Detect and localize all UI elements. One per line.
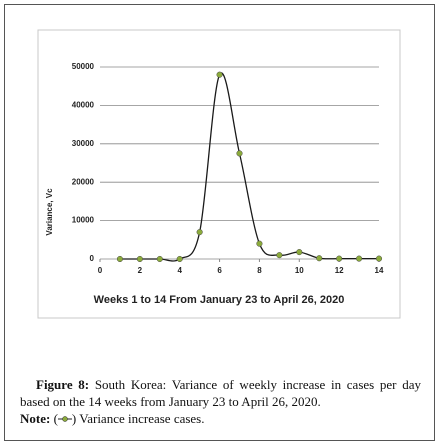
note-open: (: [50, 411, 58, 426]
point: [236, 150, 243, 157]
x-tick-label: 6: [217, 266, 222, 275]
x-tick-label: 14: [375, 266, 384, 275]
y-axis-label: Variance, Vc: [45, 188, 54, 236]
x-tick-label: 2: [138, 266, 143, 275]
y-tick-label: 30000: [72, 139, 95, 148]
caption-text: Figure 8: South Korea: Variance of weekl…: [20, 376, 421, 410]
point: [316, 255, 323, 262]
x-tick-label: 4: [177, 266, 182, 275]
caption: Figure 8: South Korea: Variance of weekl…: [20, 376, 421, 427]
x-tick-label: 0: [98, 266, 103, 275]
point: [375, 255, 383, 262]
line: [119, 72, 379, 262]
figure-frame: [4, 4, 435, 441]
point: [336, 255, 343, 262]
y-tick-label: 10000: [72, 216, 95, 225]
y-tick-label: 0: [90, 254, 95, 263]
caption-label: Figure 8:: [36, 377, 90, 392]
note-label: Note:: [20, 411, 51, 426]
chart: Variance, Vc Weeks 1 to 14 From January …: [37, 29, 401, 319]
point: [116, 255, 123, 263]
legend-symbol: [57, 416, 72, 422]
x-tick-label: 8: [257, 266, 262, 275]
note: Note: ( ) Variance increase cases.: [20, 410, 421, 427]
point: [256, 240, 263, 247]
y-tick-label: 40000: [72, 101, 95, 110]
point: [296, 249, 303, 256]
x-tick-label: 12: [335, 266, 344, 275]
point: [216, 71, 223, 78]
point: [176, 255, 183, 263]
x-axis-label: Weeks 1 to 14 From January 23 to April 2…: [94, 294, 345, 306]
x-tick-label: 10: [295, 266, 304, 275]
point: [276, 252, 283, 259]
y-tick-label: 20000: [72, 177, 95, 186]
y-tick-label: 50000: [72, 62, 95, 71]
point: [156, 255, 163, 263]
point: [356, 255, 363, 262]
point: [196, 229, 203, 236]
caption-body: South Korea: Variance of weekly increase…: [20, 377, 421, 409]
point: [136, 255, 143, 263]
note-close: ) Variance increase cases.: [71, 411, 205, 426]
